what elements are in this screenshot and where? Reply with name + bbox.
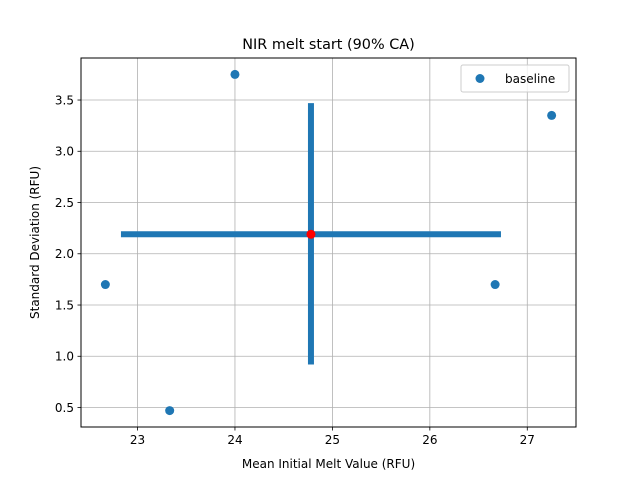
y-tick-label: 2.0 [55, 247, 74, 261]
y-tick-label: 0.5 [55, 401, 74, 415]
data-point [230, 69, 240, 79]
y-tick-label: 3.5 [55, 93, 74, 107]
mean-point [306, 229, 316, 239]
legend-box [460, 64, 570, 93]
x-tick-label: 23 [130, 433, 145, 447]
legend: baseline [460, 64, 570, 93]
data-point [547, 110, 557, 120]
y-tick-label: 3.0 [55, 145, 74, 159]
plot-frame [80, 57, 577, 428]
data-point [165, 406, 175, 416]
x-tick-label: 27 [520, 433, 535, 447]
y-axis-label: Standard Deviation (RFU) [28, 166, 42, 319]
x-axis-label: Mean Initial Melt Value (RFU) [242, 457, 415, 471]
ticks-layer: 23 24 25 26 27 0.5 1.0 1.5 2.0 2.5 3.0 3.5 [55, 93, 535, 447]
y-tick-label: 1.0 [55, 350, 74, 364]
y-tick-label: 1.5 [55, 298, 74, 312]
data-point [490, 280, 500, 290]
y-tick-label: 2.5 [55, 196, 74, 210]
chart-title: NIR melt start (90% CA) [242, 37, 414, 53]
legend-label-baseline: baseline [505, 72, 555, 86]
legend-marker-baseline [475, 74, 485, 83]
grid-layer [81, 58, 576, 427]
x-tick-label: 25 [325, 433, 340, 447]
x-tick-label: 24 [227, 433, 242, 447]
data-point [100, 280, 110, 290]
x-tick-label: 26 [422, 433, 437, 447]
points-layer [100, 69, 557, 416]
